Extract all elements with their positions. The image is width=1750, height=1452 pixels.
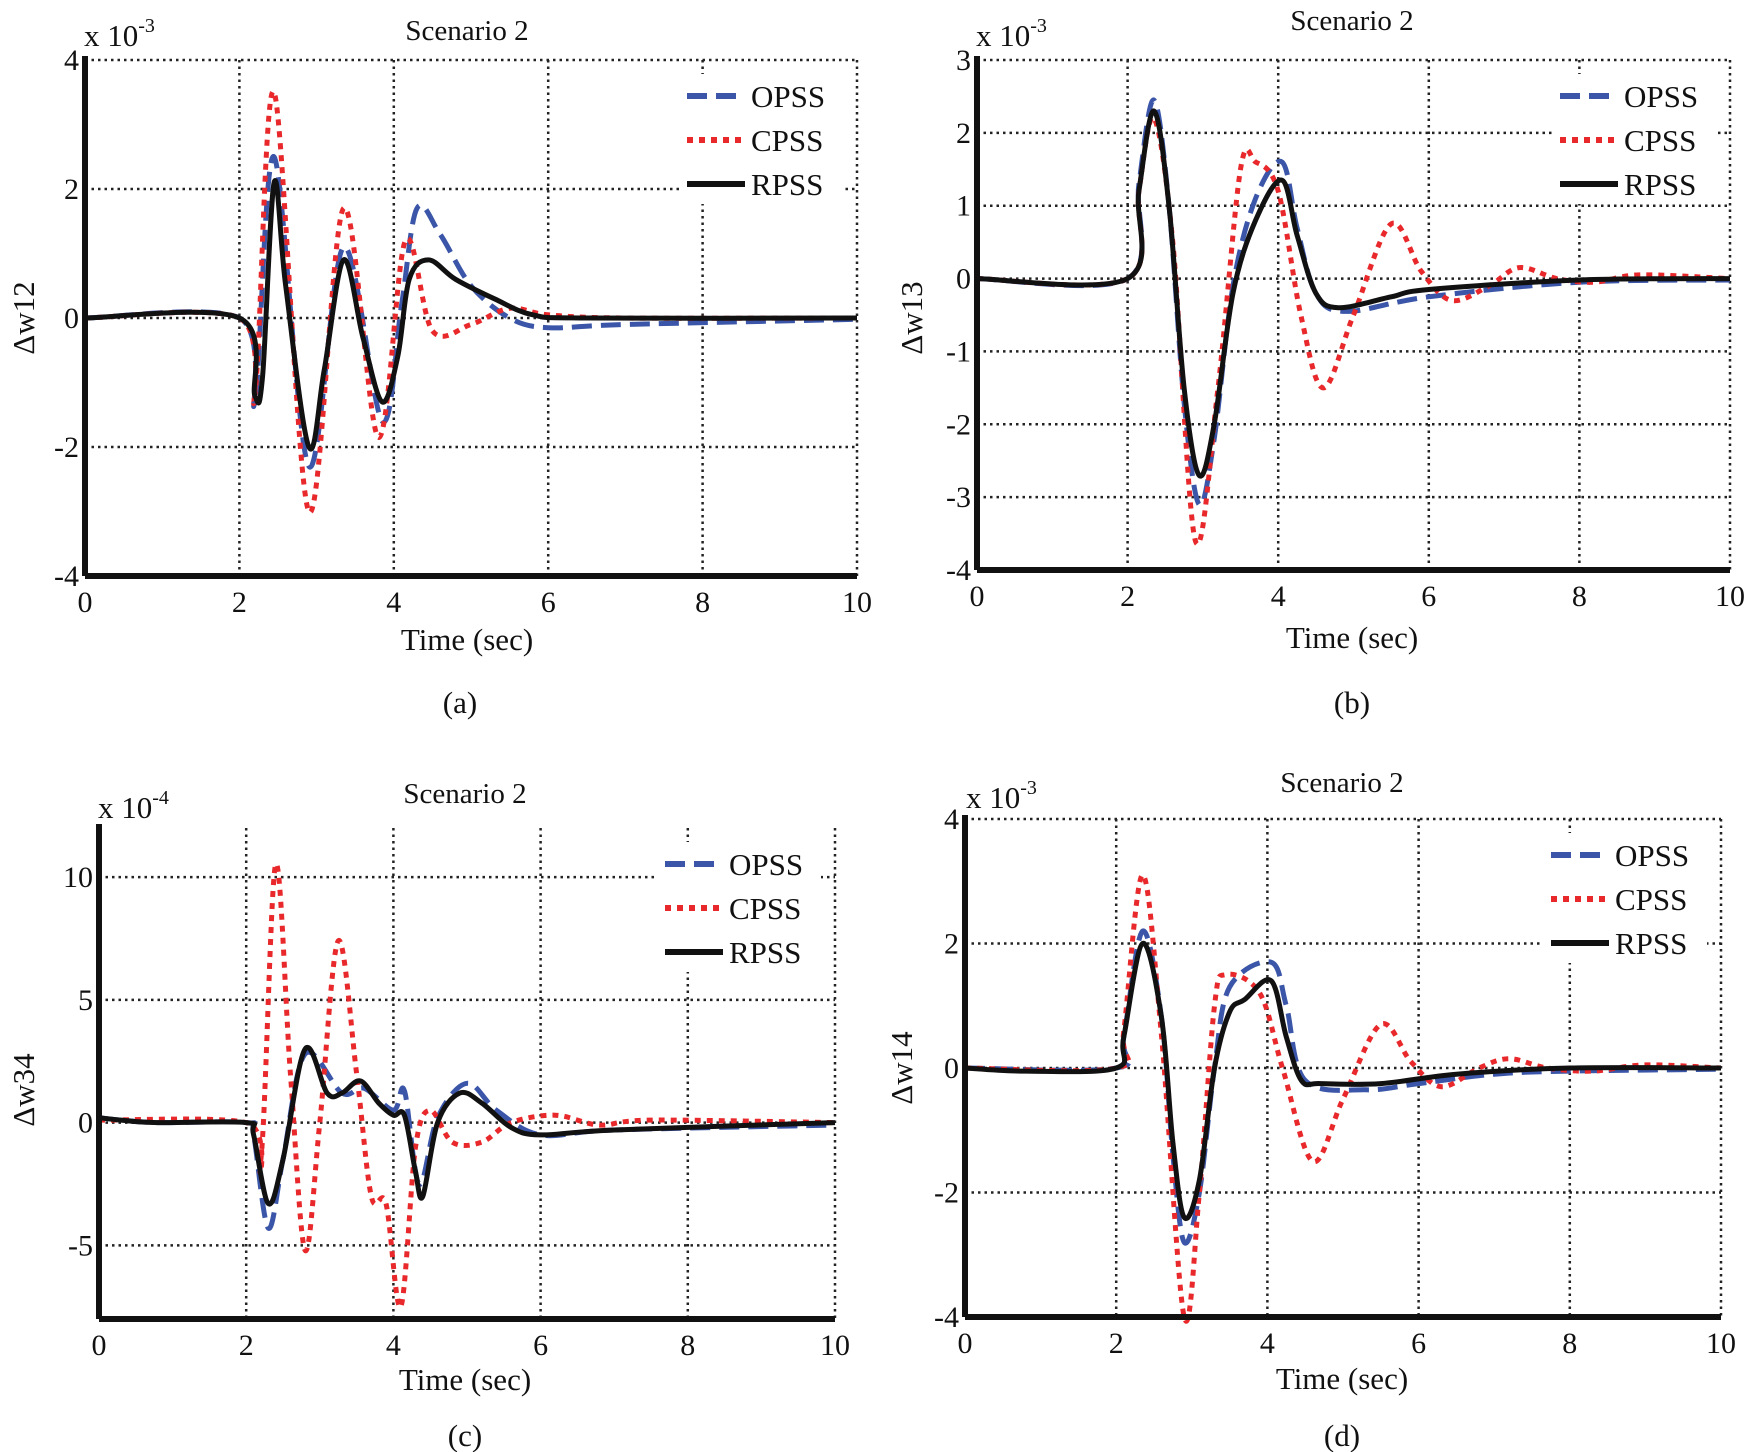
x-tick-label: 4: [386, 586, 401, 619]
y-tick-label: -5: [68, 1229, 93, 1262]
legend-label-cpss: CPSS: [1615, 882, 1687, 917]
y-tick-label: -4: [934, 1301, 959, 1334]
legend-label-cpss: CPSS: [1624, 123, 1696, 158]
y-tick-label: 2: [956, 117, 971, 150]
series-line-cpss: [976, 115, 1731, 547]
exponent-label: x 10-3: [84, 15, 155, 53]
x-axis-label: Time (sec): [1286, 620, 1418, 655]
panel-title: Scenario 2: [1290, 5, 1413, 37]
exponent-label: x 10-4: [98, 787, 169, 825]
legend-background: [679, 118, 843, 160]
y-tick-label: 10: [63, 861, 93, 894]
x-axis-label: Time (sec): [399, 1362, 531, 1397]
x-tick-label: 2: [1120, 580, 1135, 613]
y-axis-label: Δw13: [894, 281, 929, 354]
legend-label-opss: OPSS: [1624, 79, 1698, 114]
x-tick-label: 4: [386, 1329, 401, 1362]
legend-label-rpss: RPSS: [729, 935, 801, 970]
series-line-rpss: [98, 1044, 836, 1207]
legend-background: [1543, 877, 1707, 919]
legend-label-rpss: RPSS: [751, 167, 823, 202]
panel-a: Scenario 2 Time (sec) Δw12 x 10-3 (a) 0 2…: [6, 15, 872, 720]
y-tick-label: -3: [946, 481, 971, 514]
series-line-opss: [964, 928, 1722, 1246]
y-tick-label: 2: [944, 928, 959, 961]
y-tick-label: -4: [54, 560, 79, 593]
x-axis-label: Time (sec): [401, 622, 533, 657]
x-tick-label: 2: [239, 1329, 254, 1362]
y-axis-label: Δw14: [884, 1031, 919, 1105]
x-tick-label: 10: [1715, 580, 1745, 613]
exponent-label: x 10-3: [966, 777, 1037, 815]
x-tick-label: 2: [232, 586, 247, 619]
y-tick-label: 2: [64, 173, 79, 206]
series-line-opss: [976, 97, 1731, 508]
series-line-rpss: [964, 940, 1722, 1222]
x-tick-label: 8: [1572, 580, 1587, 613]
x-tick-label: 8: [680, 1329, 695, 1362]
y-tick-label: 0: [956, 263, 971, 296]
y-tick-label: -2: [54, 431, 79, 464]
legend-background: [1552, 118, 1716, 160]
panel-title: Scenario 2: [405, 15, 528, 47]
y-tick-label: 3: [956, 44, 971, 77]
x-axis-label: Time (sec): [1276, 1361, 1408, 1396]
y-tick-label: 1: [956, 190, 971, 223]
x-tick-label: 0: [958, 1327, 973, 1360]
x-tick-label: 10: [1706, 1327, 1736, 1360]
panel-b: Scenario 2 Time (sec) Δw13 x 10-3 (b) 0 2…: [894, 5, 1745, 720]
x-tick-label: 0: [78, 586, 93, 619]
y-tick-label: 0: [944, 1052, 959, 1085]
legend-label-cpss: CPSS: [751, 123, 823, 158]
x-tick-label: 2: [1109, 1327, 1124, 1360]
x-tick-label: 0: [970, 580, 985, 613]
series-line-rpss: [976, 108, 1731, 479]
series-line-cpss: [98, 861, 836, 1310]
panel-caption: (d): [1324, 1418, 1360, 1452]
y-tick-label: 4: [944, 803, 959, 836]
legend-label-rpss: RPSS: [1615, 926, 1687, 961]
x-tick-label: 10: [820, 1329, 850, 1362]
legend-background: [657, 886, 821, 928]
x-tick-label: 6: [1421, 580, 1436, 613]
x-tick-label: 8: [1562, 1327, 1577, 1360]
exponent-label: x 10-3: [976, 15, 1047, 53]
y-axis-label: Δw12: [6, 281, 41, 354]
series-line-rpss: [84, 178, 858, 452]
legend-label-opss: OPSS: [1615, 838, 1689, 873]
series-line-cpss: [964, 872, 1722, 1324]
series-line-opss: [98, 1049, 836, 1231]
y-tick-label: -4: [946, 554, 971, 587]
x-tick-label: 6: [1411, 1327, 1426, 1360]
legend-label-cpss: CPSS: [729, 891, 801, 926]
y-tick-label: 5: [78, 984, 93, 1017]
x-tick-label: 0: [92, 1329, 107, 1362]
panel-title: Scenario 2: [1280, 767, 1403, 799]
panel-caption: (c): [448, 1418, 482, 1452]
panel-caption: (a): [443, 685, 477, 720]
y-tick-label: 0: [78, 1107, 93, 1140]
y-tick-label: 0: [64, 302, 79, 335]
y-tick-label: 4: [64, 44, 79, 77]
y-tick-label: -2: [934, 1177, 959, 1210]
legend-label-rpss: RPSS: [1624, 167, 1696, 202]
panel-c: Scenario 2 Time (sec) Δw34 x 10-4 (c) 0 2…: [6, 778, 850, 1452]
panel-d: Scenario 2 Time (sec) Δw14 x 10-3 (d) 0 2…: [884, 767, 1736, 1452]
y-tick-label: -2: [946, 408, 971, 441]
x-tick-label: 6: [541, 586, 556, 619]
y-axis-label: Δw34: [6, 1053, 41, 1127]
x-tick-label: 4: [1260, 1327, 1275, 1360]
x-tick-label: 10: [842, 586, 872, 619]
legend-label-opss: OPSS: [729, 847, 803, 882]
legend-label-opss: OPSS: [751, 79, 825, 114]
x-tick-label: 8: [695, 586, 710, 619]
panel-title: Scenario 2: [403, 778, 526, 810]
panel-caption: (b): [1334, 685, 1370, 720]
y-tick-label: -1: [946, 335, 971, 368]
x-tick-label: 6: [533, 1329, 548, 1362]
x-tick-label: 4: [1271, 580, 1286, 613]
series-line-cpss: [84, 89, 858, 515]
